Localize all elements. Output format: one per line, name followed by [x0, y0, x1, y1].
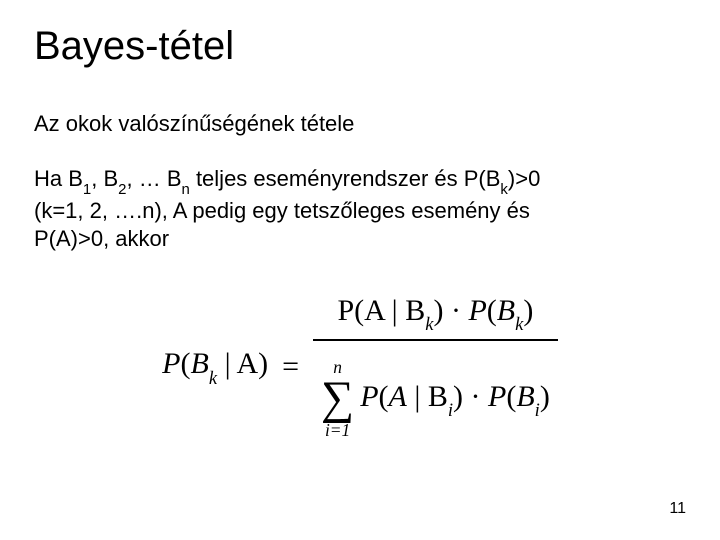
subscript-k: k [425, 314, 433, 335]
body-text: (k=1, 2, ….n), A pedig egy tetszőleges e… [34, 198, 530, 223]
sym-P: P [468, 294, 486, 327]
subscript-n: n [182, 181, 190, 198]
subscript-k: k [209, 368, 217, 389]
slide-subtitle: Az okok valószínűségének tétele [34, 111, 686, 137]
subscript-k: k [500, 181, 507, 198]
formula-lhs: P(Bk | A) [162, 347, 268, 386]
subscript-k: k [515, 314, 523, 335]
summation: n ∑ i=1 [321, 359, 354, 440]
paren: ( [180, 347, 190, 380]
page-number: 11 [669, 500, 686, 518]
paren: ) [523, 294, 533, 327]
paren: ) [540, 380, 550, 413]
cond-bar: | [217, 347, 236, 380]
sum-lower: i=1 [325, 422, 350, 439]
body-text: P(A)>0, akkor [34, 226, 169, 251]
paren: ( [379, 380, 389, 413]
sym-P: P [162, 347, 180, 380]
paren: ( [487, 294, 497, 327]
subscript-i: i [535, 400, 540, 421]
sigma-icon: ∑ [321, 378, 354, 420]
den-part: | B [407, 380, 448, 413]
sym-P: P [488, 380, 506, 413]
denominator: n ∑ i=1 P(A | Bi) · P(Bi) [313, 341, 558, 440]
sym-P: P [360, 380, 378, 413]
slide-title: Bayes-tétel [34, 24, 686, 69]
formula-container: P(Bk | A) = P(A | Bk) · P(Bk) n ∑ i=1 [34, 294, 686, 440]
body-text: teljes eseményrendszer és P(B [190, 166, 501, 191]
sym-B: B [516, 380, 534, 413]
equals-sign: = [278, 350, 303, 384]
body-text: )>0 [508, 166, 540, 191]
body-text: Ha B [34, 166, 83, 191]
subscript-i: i [448, 400, 453, 421]
theorem-statement: Ha B1, B2, … Bn teljes eseményrendszer é… [34, 165, 686, 252]
slide: Bayes-tétel Az okok valószínűségének tét… [0, 0, 720, 540]
sym-B: B [497, 294, 515, 327]
paren: ) [258, 347, 268, 380]
sym-A: A [389, 380, 407, 413]
body-text: , B [91, 166, 118, 191]
num-part: ) · [433, 294, 468, 327]
fraction: P(A | Bk) · P(Bk) n ∑ i=1 P(A | Bi) · P(… [313, 294, 558, 440]
paren: ( [506, 380, 516, 413]
sym-A: A [236, 347, 258, 380]
subscript-2: 2 [118, 181, 126, 198]
den-part: ) · [453, 380, 488, 413]
num-part: P(A | B [338, 294, 426, 327]
numerator: P(A | Bk) · P(Bk) [330, 294, 542, 339]
sym-B: B [190, 347, 208, 380]
bayes-formula: P(Bk | A) = P(A | Bk) · P(Bk) n ∑ i=1 [162, 294, 558, 440]
subscript-1: 1 [83, 181, 91, 198]
body-text: , … B [126, 166, 181, 191]
